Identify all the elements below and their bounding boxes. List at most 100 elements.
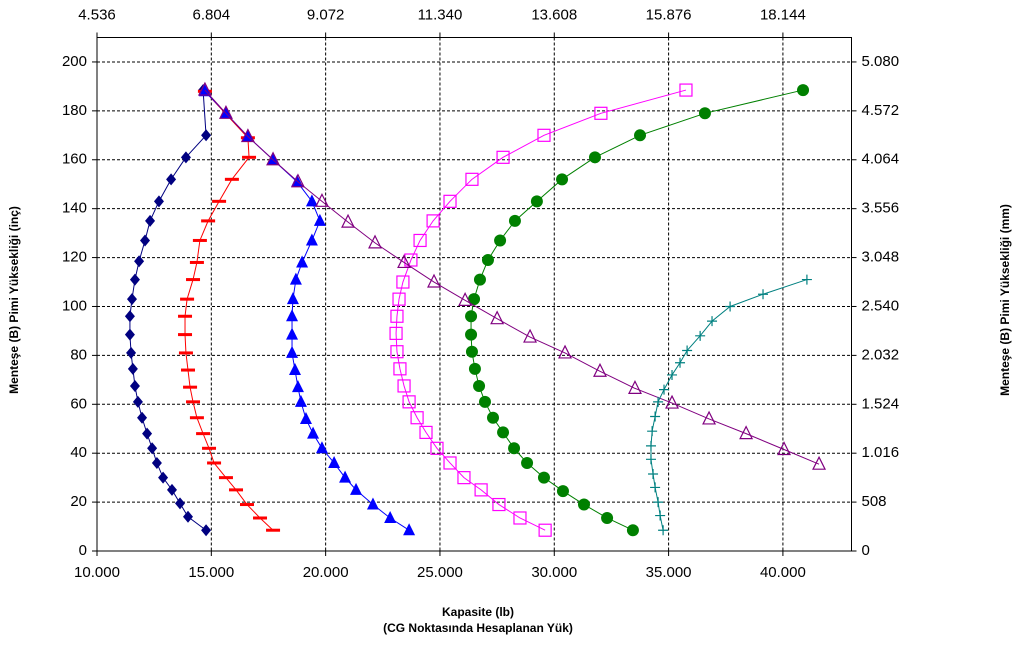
data-point xyxy=(650,411,661,422)
x-tick-label: 15.000 xyxy=(188,564,234,581)
x-tick-label: 25.000 xyxy=(417,564,463,581)
y2-tick-label: 1.524 xyxy=(862,395,900,412)
data-point xyxy=(384,510,397,523)
y-tick-label: 80 xyxy=(70,346,87,363)
data-point xyxy=(286,309,299,322)
data-point xyxy=(241,129,254,142)
data-point xyxy=(645,440,656,451)
data-point xyxy=(403,523,416,536)
x2-tick-label: 18.144 xyxy=(760,6,806,23)
data-point xyxy=(305,233,318,246)
data-point xyxy=(189,416,204,420)
x-axis-subtitle: (CG Noktasında Hesaplanan Yük) xyxy=(383,621,573,635)
data-point xyxy=(653,396,664,407)
data-point xyxy=(458,292,473,306)
y2-tick-label: 1.016 xyxy=(862,444,900,461)
x-tick-label: 35.000 xyxy=(646,564,692,581)
data-point xyxy=(492,497,506,512)
data-point xyxy=(315,192,329,207)
data-point xyxy=(523,328,538,343)
data-point xyxy=(410,411,424,425)
data-point xyxy=(289,272,302,285)
data-point xyxy=(178,351,193,355)
x2-tick-label: 6.804 xyxy=(193,6,231,23)
data-point xyxy=(291,173,305,188)
data-point xyxy=(497,426,510,439)
data-point xyxy=(124,328,135,341)
x2-tick-label: 4.536 xyxy=(78,6,116,23)
data-point xyxy=(650,482,661,493)
data-point xyxy=(474,483,488,497)
data-point xyxy=(468,362,481,375)
data-point xyxy=(134,255,145,268)
data-point xyxy=(508,214,521,227)
data-point xyxy=(201,524,212,537)
x2-tick-label: 13.608 xyxy=(531,6,577,23)
data-point xyxy=(801,274,812,285)
data-point xyxy=(147,442,158,455)
plot-frame xyxy=(96,37,852,552)
data-point xyxy=(145,214,156,227)
data-point xyxy=(140,234,151,247)
data-point xyxy=(397,254,412,269)
data-point xyxy=(426,214,440,228)
data-point xyxy=(240,128,255,143)
data-point xyxy=(653,497,664,508)
data-point xyxy=(695,330,706,341)
data-point xyxy=(180,151,191,164)
data-point xyxy=(305,194,318,207)
data-point xyxy=(286,327,299,340)
data-point xyxy=(473,273,486,286)
data-point xyxy=(129,379,140,392)
data-point xyxy=(296,255,309,268)
y-tick-label: 60 xyxy=(70,395,87,412)
data-point xyxy=(189,260,204,264)
data-point xyxy=(521,456,534,469)
data-point xyxy=(508,442,521,455)
data-point xyxy=(126,346,137,359)
data-point xyxy=(558,344,572,359)
data-point xyxy=(797,84,810,97)
x-tick-label: 20.000 xyxy=(303,564,349,581)
data-point xyxy=(224,177,239,181)
data-point xyxy=(538,523,552,537)
data-point xyxy=(201,219,216,223)
data-point xyxy=(490,310,505,325)
data-point xyxy=(443,456,457,470)
data-point xyxy=(634,129,647,142)
data-point xyxy=(465,345,478,358)
data-point xyxy=(556,173,569,186)
data-point xyxy=(212,199,227,203)
data-point xyxy=(537,128,551,142)
data-point xyxy=(397,379,411,393)
data-point xyxy=(366,497,379,510)
data-point xyxy=(698,107,711,120)
series-line xyxy=(204,89,820,465)
data-point xyxy=(196,432,211,436)
y2-tick-label: 4.572 xyxy=(862,102,900,119)
x2-tick-label: 15.876 xyxy=(646,6,692,23)
data-point xyxy=(812,455,827,470)
data-point xyxy=(142,427,153,440)
data-point xyxy=(443,194,457,208)
data-point xyxy=(481,254,494,267)
y-tick-label: 0 xyxy=(79,542,87,559)
data-point xyxy=(389,326,403,340)
data-point xyxy=(166,173,177,186)
data-point xyxy=(174,497,185,510)
y-tick-label: 120 xyxy=(62,249,87,266)
y2-tick-label: 3.048 xyxy=(862,249,900,266)
data-point xyxy=(465,328,478,341)
data-point xyxy=(192,238,207,242)
data-point xyxy=(368,234,382,249)
data-point xyxy=(178,314,193,318)
data-point xyxy=(430,441,444,455)
data-point xyxy=(647,426,658,437)
y-tick-label: 100 xyxy=(62,297,87,314)
data-point xyxy=(707,316,718,327)
data-point xyxy=(294,394,307,407)
x-tick-label: 40.000 xyxy=(760,564,806,581)
data-point xyxy=(530,195,543,208)
data-point xyxy=(197,81,212,96)
data-point xyxy=(594,106,608,120)
